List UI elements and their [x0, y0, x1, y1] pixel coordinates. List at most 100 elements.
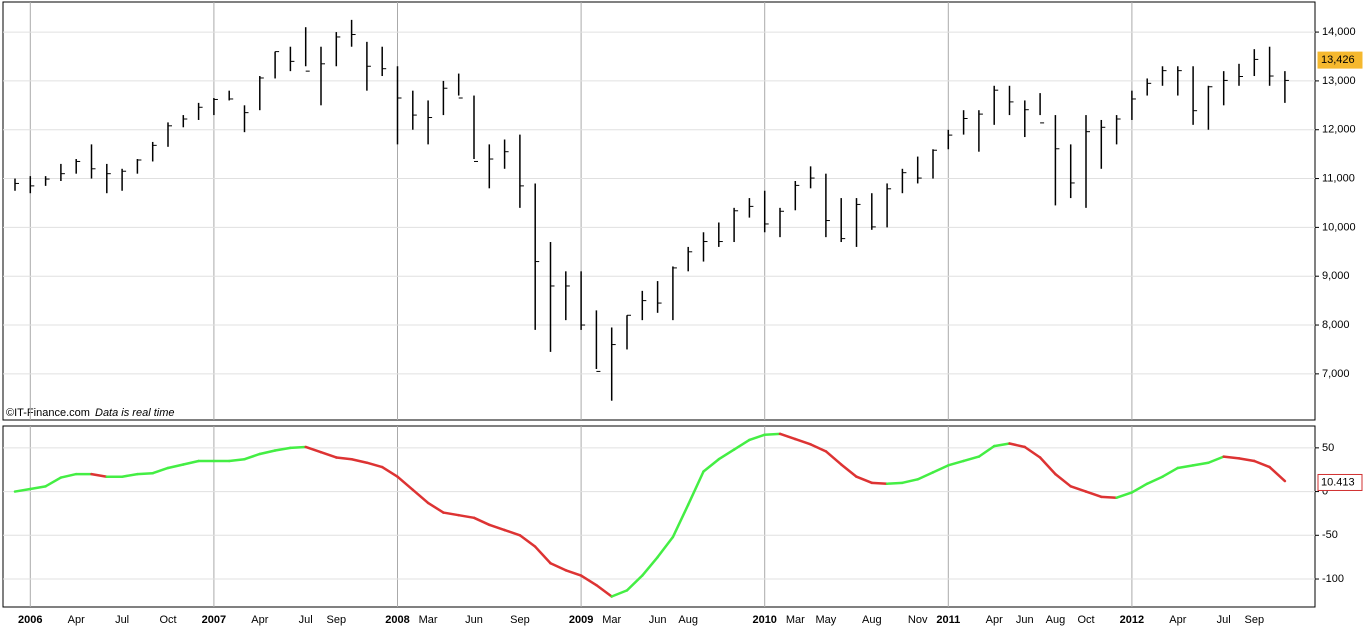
- x-tick-label: Sep: [1245, 614, 1265, 626]
- indicator-segment: [457, 513, 476, 520]
- x-tick-label: 2006: [18, 614, 42, 626]
- indicator-segment: [931, 464, 950, 474]
- x-tick-label: Jun: [465, 614, 483, 626]
- indicator-segment: [120, 472, 139, 478]
- x-tick-label: Apr: [986, 614, 1003, 626]
- indicator-segment: [778, 432, 797, 441]
- x-tick-label: Aug: [678, 614, 698, 626]
- x-tick-label: 2012: [1120, 614, 1144, 626]
- y-tick-label: 7,000: [1322, 368, 1350, 380]
- indicator-segment: [1268, 465, 1287, 483]
- x-tick-label: Jul: [115, 614, 129, 626]
- x-tick-label: 2010: [752, 614, 776, 626]
- x-tick-label: Mar: [419, 614, 438, 626]
- note: Data is real time: [95, 407, 174, 419]
- indicator-segment: [839, 463, 858, 478]
- indicator-segment: [702, 457, 721, 473]
- indicator-segment: [732, 438, 751, 451]
- indicator-segment: [824, 450, 843, 466]
- x-tick-label: 2007: [202, 614, 226, 626]
- indicator-segment: [151, 466, 170, 475]
- y-tick-label: 12,000: [1322, 124, 1356, 136]
- indicator-segment: [90, 472, 109, 478]
- x-tick-label: Apr: [68, 614, 85, 626]
- indicator-segment: [564, 569, 583, 577]
- indicator-segment: [472, 516, 491, 527]
- y-tick-label: -50: [1322, 529, 1338, 541]
- indicator-segment: [426, 501, 445, 514]
- indicator-segment: [763, 432, 782, 436]
- indicator-segment: [717, 448, 736, 461]
- indicator-segment: [518, 534, 537, 548]
- indicator-segment: [962, 455, 981, 463]
- indicator-segment: [243, 452, 262, 461]
- indicator-segment: [182, 459, 200, 466]
- indicator-segment: [227, 457, 246, 463]
- indicator-panel: [2, 425, 1316, 608]
- indicator-segment: [136, 471, 154, 476]
- indicator-segment: [365, 461, 384, 469]
- indicator-segment: [901, 478, 919, 485]
- indicator-segment: [533, 545, 552, 565]
- indicator-segment: [947, 459, 965, 467]
- indicator-segment: [1207, 455, 1225, 464]
- indicator-segment: [1222, 455, 1241, 460]
- indicator-segment: [29, 485, 47, 491]
- x-tick-label: Nov: [908, 614, 928, 626]
- indicator-segment: [1253, 459, 1271, 469]
- indicator-segment: [1191, 461, 1210, 467]
- indicator-segment: [44, 476, 63, 488]
- x-tick-label: 2009: [569, 614, 593, 626]
- indicator-segment: [1008, 442, 1027, 449]
- y-tick-label: 50: [1322, 442, 1334, 454]
- indicator-segment: [885, 481, 904, 485]
- indicator-segment: [579, 574, 598, 587]
- y-tick-label: 0: [1322, 485, 1328, 497]
- y-tick-label: -100: [1322, 573, 1344, 585]
- x-tick-label: Sep: [327, 614, 347, 626]
- x-tick-label: Sep: [510, 614, 530, 626]
- indicator-segment: [1100, 495, 1118, 499]
- last-value-label: 10.413: [1321, 476, 1355, 488]
- indicator-segment: [1145, 475, 1164, 485]
- indicator-segment: [258, 449, 277, 456]
- indicator-segment: [442, 511, 460, 517]
- indicator-segment: [304, 445, 323, 454]
- indicator-segment: [13, 487, 32, 493]
- indicator-segment: [1130, 482, 1149, 494]
- indicator-segment: [335, 456, 353, 461]
- last-value-label: 13,426: [1321, 54, 1355, 66]
- indicator-segment: [855, 475, 874, 485]
- x-tick-label: Mar: [786, 614, 805, 626]
- indicator-segment: [686, 470, 705, 506]
- indicator-segment: [992, 442, 1011, 448]
- indicator-segment: [411, 488, 430, 505]
- indicator-segment: [1161, 466, 1180, 478]
- indicator-segment: [977, 444, 996, 458]
- indicator-segment: [488, 523, 506, 532]
- x-tick-label: Jun: [649, 614, 667, 626]
- indicator-segment: [1084, 490, 1103, 499]
- indicator-segment: [1054, 472, 1072, 488]
- last-value-badge: [1317, 473, 1363, 491]
- x-tick-label: 2008: [385, 614, 409, 626]
- indicator-segment: [1237, 457, 1256, 463]
- x-tick-label: Jul: [1217, 614, 1231, 626]
- source: ©IT-Finance.com: [6, 407, 90, 419]
- indicator-segment: [273, 446, 292, 452]
- y-tick-label: 14,000: [1322, 26, 1356, 38]
- indicator-segment: [625, 574, 644, 592]
- y-tick-label: 11,000: [1322, 172, 1355, 184]
- y-tick-label: 8,000: [1322, 319, 1350, 331]
- y-tick-label: 13,000: [1322, 75, 1356, 87]
- indicator-segment: [595, 583, 613, 598]
- indicator-segment: [59, 472, 78, 479]
- x-tick-label: 2011: [936, 614, 960, 626]
- x-tick-label: May: [816, 614, 837, 626]
- indicator-segment: [380, 465, 399, 478]
- price-panel: [2, 1, 1316, 421]
- indicator-segment: [1115, 491, 1134, 499]
- last-value-badge: [1317, 51, 1363, 69]
- indicator-segment: [671, 503, 690, 539]
